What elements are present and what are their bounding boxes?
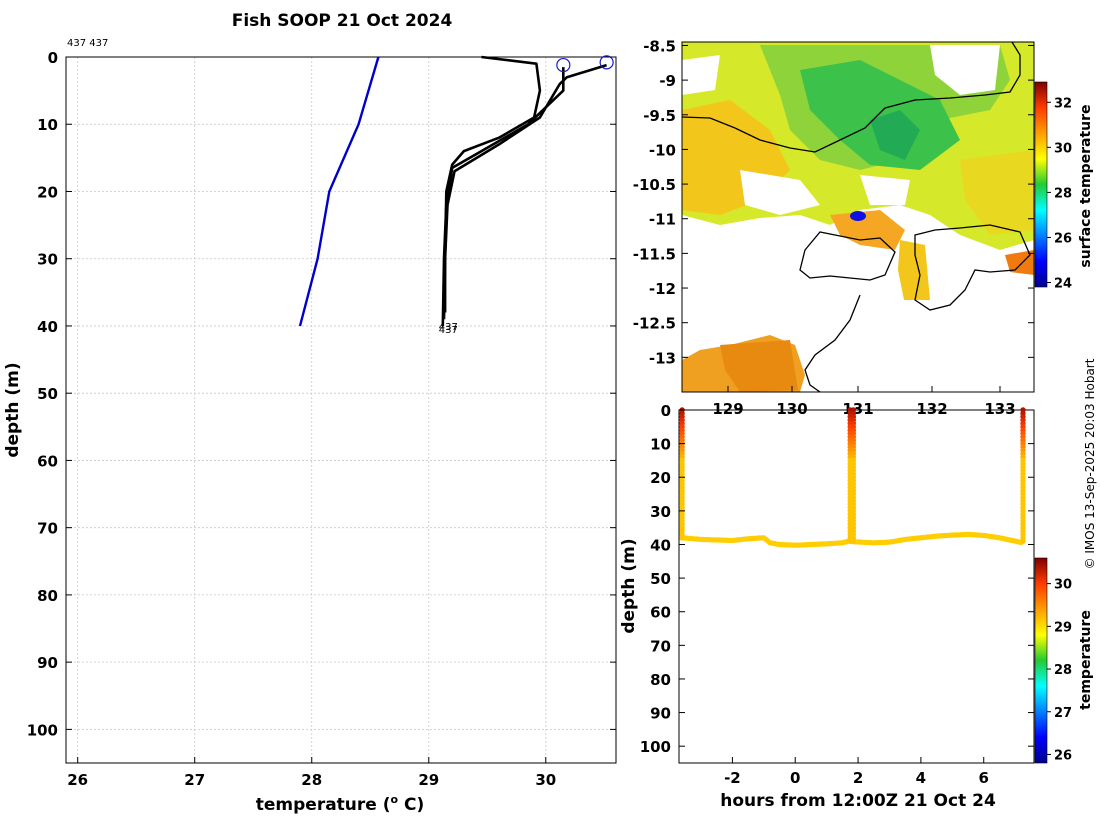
profile-start-marker xyxy=(599,55,614,70)
map-xtick-label: 131 xyxy=(842,400,873,418)
map-ytick-label: -10 xyxy=(649,141,676,159)
sst-colorbar-tick-label: 32 xyxy=(1054,96,1072,111)
sst-map-ticks: -8.5 -9 -9.5 -10 -10.5 -11 -11.5 -12 -12.5 -13 129… xyxy=(633,37,1034,418)
profile-ytick-label: 100 xyxy=(27,721,58,739)
timeseries-xlabel: hours from 12:00Z 21 Oct 24 xyxy=(720,791,996,811)
profile-series-1 xyxy=(443,55,542,313)
timeseries-ytick-label: 30 xyxy=(650,503,671,521)
map-xtick-label: 129 xyxy=(712,400,743,418)
chart-title: Fish SOOP 21 Oct 2024 xyxy=(232,11,453,31)
header-note: 437 437 xyxy=(67,38,108,49)
timeseries-xtick-label: 0 xyxy=(790,769,800,787)
map-ytick-label: -12 xyxy=(649,280,676,298)
sst-colorbar xyxy=(1034,81,1048,288)
timeseries-cast-point xyxy=(1020,538,1026,544)
profile-ticks: 26 27 28 29 30 0 10 20 30 40 50 60 70 80 90 100 xyxy=(27,49,616,789)
map-ytick-label: -11.5 xyxy=(633,245,676,263)
profile-series-3 xyxy=(441,67,565,327)
timeseries-ytick-label: 10 xyxy=(650,436,671,454)
profile-start-marker xyxy=(556,57,571,73)
timeseries-xtick-label: -2 xyxy=(724,769,741,787)
timeseries-ytick-label: 70 xyxy=(650,637,671,655)
map-ytick-label: -8.5 xyxy=(643,37,676,55)
sst-colorbar-tick-label: 24 xyxy=(1054,276,1072,291)
timeseries-ytick-label: 0 xyxy=(661,402,671,420)
timeseries-series xyxy=(679,407,1026,548)
timeseries-ytick-label: 80 xyxy=(650,671,671,689)
profile-end-label: 437 xyxy=(439,322,458,333)
profile-ytick-label: 10 xyxy=(37,116,58,134)
profile-axes-box xyxy=(65,56,617,764)
map-ytick-label: -12.5 xyxy=(633,315,676,333)
profile-grid xyxy=(66,56,616,763)
timeseries-axes-box xyxy=(678,409,1035,764)
map-xtick-label: 130 xyxy=(776,400,807,418)
timeseries-ytick-label: 90 xyxy=(650,705,671,723)
temperature-colorbar-tick-label: 30 xyxy=(1054,578,1072,593)
timeseries-ytick-label: 100 xyxy=(640,738,671,756)
timeseries-ylabel: depth (m) xyxy=(619,538,639,633)
profile-ytick-label: 80 xyxy=(37,587,58,605)
temperature-colorbar-tick-label: 28 xyxy=(1054,663,1072,678)
map-xtick-label: 132 xyxy=(916,400,947,418)
sst-colorbar-tick-label: 26 xyxy=(1054,231,1072,246)
profile-ytick-label: 70 xyxy=(37,520,58,538)
profile-ytick-label: 50 xyxy=(37,385,58,403)
sst-map-panel: -8.5 -9 -9.5 -10 -10.5 -11 -11.5 -12 -12.5 -13 129… xyxy=(633,37,1094,418)
profile-series-0 xyxy=(298,56,380,327)
profile-ytick-label: 20 xyxy=(37,183,58,201)
timeseries-xtick-label: 4 xyxy=(916,769,926,787)
temperature-colorbar-tick-label: 26 xyxy=(1054,748,1072,763)
profile-xtick-label: 30 xyxy=(535,771,556,789)
timeseries-ytick-label: 60 xyxy=(650,604,671,622)
profile-ytick-label: 60 xyxy=(37,452,58,470)
timeseries-ytick-label: 40 xyxy=(650,536,671,554)
timeseries-xtick-label: 2 xyxy=(853,769,863,787)
map-ytick-label: -10.5 xyxy=(633,176,676,194)
profile-xtick-label: 26 xyxy=(67,771,88,789)
map-ytick-label: -13 xyxy=(649,349,676,367)
map-ytick-label: -11 xyxy=(649,211,676,229)
timeseries-xtick-label: 6 xyxy=(979,769,989,787)
sst-map-field xyxy=(682,42,1034,392)
temperature-colorbar-tick-label: 27 xyxy=(1054,706,1072,721)
profile-xlabel: temperature (o C) xyxy=(256,793,425,815)
profile-xtick-label: 29 xyxy=(418,771,439,789)
credit-text: © IMOS 13-Sep-2025 20:03 Hobart xyxy=(1083,358,1097,569)
timeseries-cast-point xyxy=(850,538,857,544)
temperature-colorbar-tick-label: 29 xyxy=(1054,620,1072,635)
temperature-colorbar xyxy=(1034,557,1048,764)
sst-colorbar-ticks: 24 26 28 30 32 xyxy=(1047,96,1072,291)
profile-xtick-label: 27 xyxy=(184,771,205,789)
map-xtick-label: 133 xyxy=(984,400,1015,418)
timeseries-ytick-label: 50 xyxy=(650,570,671,588)
profile-series-2 xyxy=(442,63,607,320)
profile-ytick-label: 30 xyxy=(37,251,58,269)
temperature-colorbar-ticks: 26 27 28 29 30 xyxy=(1047,578,1072,763)
timeseries-cast-point xyxy=(679,535,685,541)
profile-ytick-label: 90 xyxy=(37,654,58,672)
sst-colorbar-tick-label: 28 xyxy=(1054,186,1072,201)
temperature-colorbar-label: temperature xyxy=(1078,610,1094,710)
profile-ytick-label: 40 xyxy=(37,318,58,336)
profile-ytick-label: 0 xyxy=(48,49,58,67)
profile-xtick-label: 28 xyxy=(301,771,322,789)
profile-end-label: 437 xyxy=(439,325,458,336)
map-ytick-label: -9.5 xyxy=(643,107,676,125)
profile-ylabel: depth (m) xyxy=(3,362,23,457)
sst-colorbar-label: surface temperature xyxy=(1078,104,1094,267)
map-ytick-label: -9 xyxy=(659,72,676,90)
timeseries-ytick-label: 20 xyxy=(650,469,671,487)
sst-colorbar-tick-label: 30 xyxy=(1054,141,1072,156)
